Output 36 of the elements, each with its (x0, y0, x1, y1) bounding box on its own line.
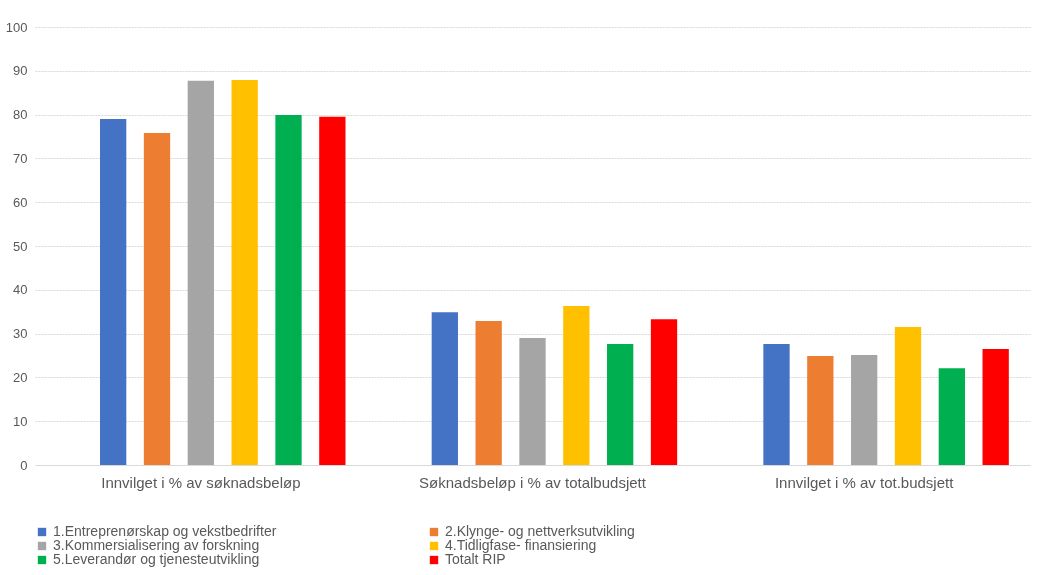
x-tick-label: Søknadsbeløp i % av totalbudsjett (419, 473, 647, 491)
bar (319, 116, 346, 465)
bar (143, 133, 171, 465)
bar (650, 319, 678, 465)
bar (475, 320, 502, 465)
bar (938, 368, 965, 465)
bar (607, 344, 634, 465)
bar (982, 348, 1009, 465)
y-tick-label: 90 (13, 63, 28, 79)
y-tick-label: 60 (13, 194, 28, 210)
y-tick-label: 10 (13, 413, 28, 429)
legend-label: 2.Klynge- og nettverksutvikling (445, 523, 635, 539)
y-tick-label: 40 (13, 282, 28, 298)
legend-label: 1.Entreprenørskap og vekstbedrifter (53, 523, 277, 539)
legend-label: 5.Leverandør og tjenesteutvikling (53, 551, 260, 567)
y-tick-label: 70 (13, 150, 28, 166)
y-tick-label: 0 (20, 457, 28, 473)
legend-label: 4.Tidligfase- finansiering (445, 537, 597, 553)
x-tick-label: Innvilget i % av tot.budsjett (774, 473, 955, 491)
bar (851, 355, 878, 465)
y-tick-label: 50 (13, 238, 28, 254)
y-tick-label: 100 (5, 19, 28, 35)
x-tick-label: Innvilget i % av søknadsbeløp (101, 473, 301, 491)
y-tick-label: 20 (13, 369, 28, 385)
bar (563, 306, 590, 465)
bar (431, 312, 458, 465)
bar (894, 327, 922, 465)
bar (763, 344, 790, 465)
bar (231, 80, 258, 465)
y-tick-label: 80 (13, 107, 28, 123)
bar (519, 337, 546, 465)
bar (275, 115, 302, 465)
bar (187, 80, 214, 465)
y-tick-label: 30 (13, 326, 28, 342)
bar (807, 355, 834, 465)
bar (100, 118, 127, 465)
